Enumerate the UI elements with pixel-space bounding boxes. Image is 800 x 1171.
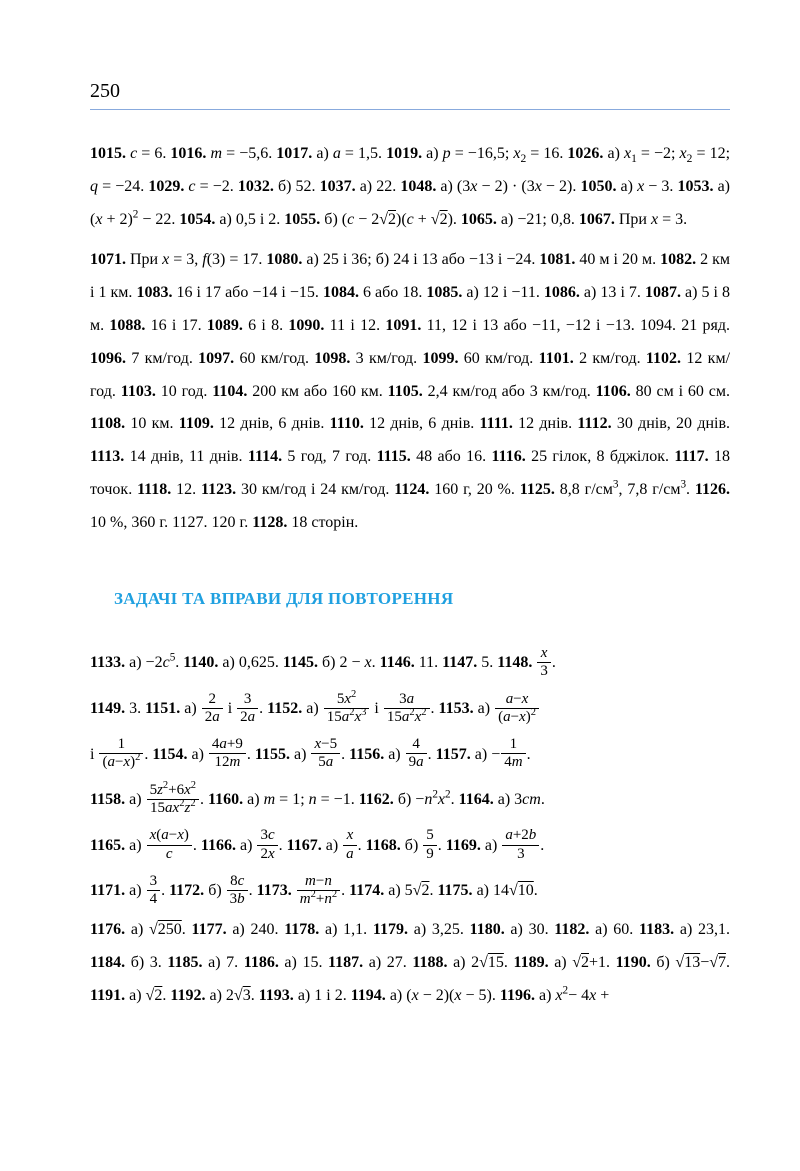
answers-paragraph-1: 1015. c = 6. 1016. m = −5,6. 1017. а) a …: [90, 138, 730, 236]
answers-paragraph-7: 1165. а) x(a−x)c. 1166. а) 3c2x. 1167. а…: [90, 823, 730, 869]
answers-paragraph-4: 1149. 3. 1151. а) 22a і 32a. 1152. а) 5x…: [90, 686, 730, 732]
section-title: ЗАДАЧІ ТА ВПРАВИ ДЛЯ ПОВТОРЕННЯ: [90, 582, 730, 617]
answers-paragraph-6: 1158. а) 5z2+6x215ax2z2. 1160. а) m = 1;…: [90, 777, 730, 823]
page-number: 250: [90, 80, 730, 110]
answers-content: 1015. c = 6. 1016. m = −5,6. 1017. а) a …: [90, 138, 730, 1012]
answers-paragraph-3: 1133. а) −2c5. 1140. а) 0,625. 1145. б) …: [90, 640, 730, 686]
answers-paragraph-5: і 1(a−x)2. 1154. а) 4a+912m. 1155. а) x−…: [90, 732, 730, 778]
answers-paragraph-8: 1171. а) 34. 1172. б) 8c3b. 1173. m−nm2+…: [90, 868, 730, 914]
answers-paragraph-2: 1071. При x = 3, f(3) = 17. 1080. а) 25 …: [90, 244, 730, 539]
answers-paragraph-9: 1176. а) √250. 1177. а) 240. 1178. а) 1,…: [90, 914, 730, 1012]
